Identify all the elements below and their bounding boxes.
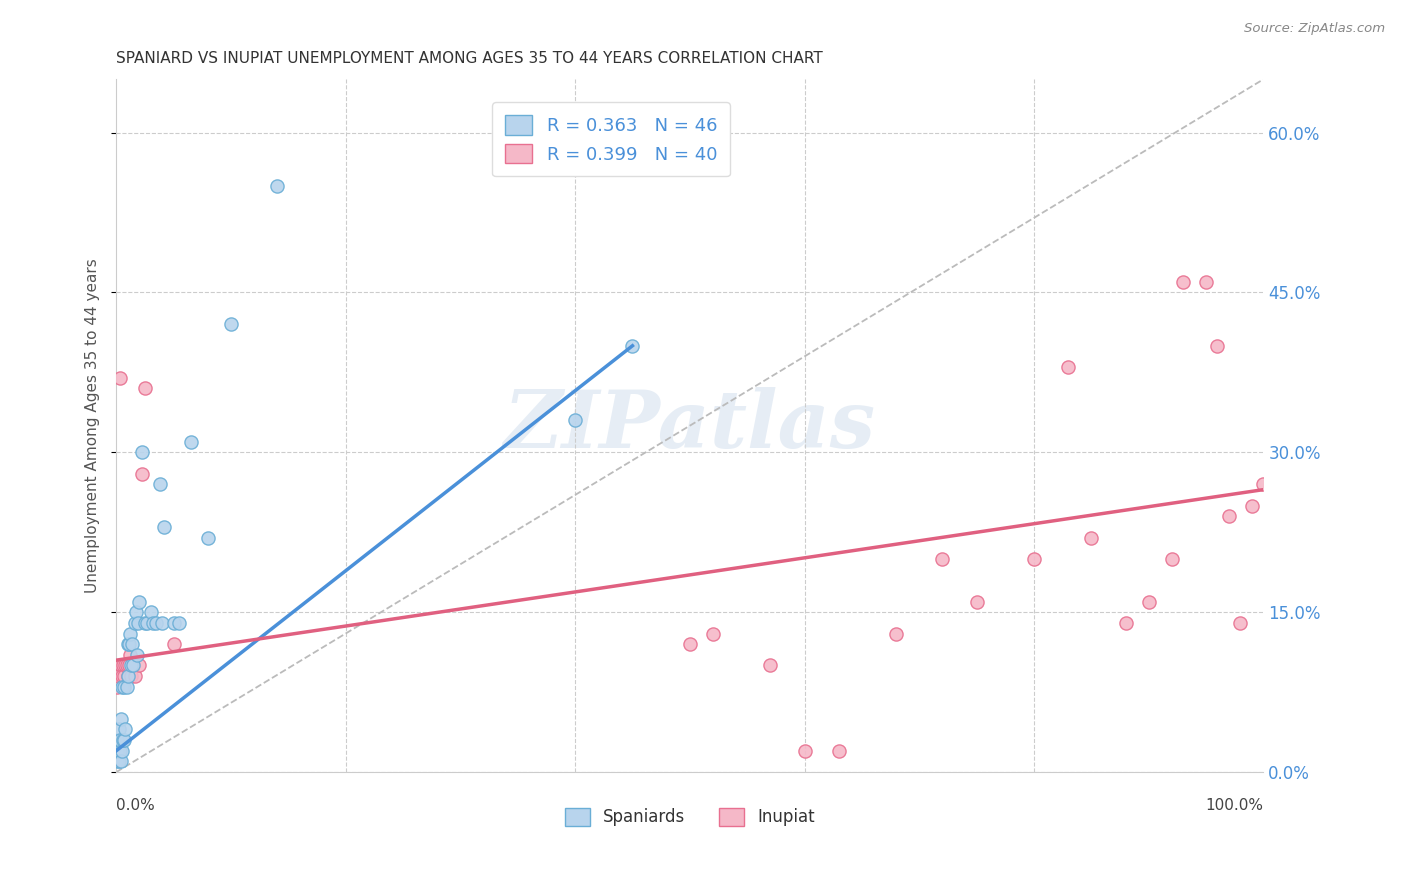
Point <box>966 594 988 608</box>
Point <box>107 744 129 758</box>
Point <box>112 658 135 673</box>
Point <box>108 733 131 747</box>
Point <box>162 637 184 651</box>
Point <box>112 733 135 747</box>
Point <box>1253 477 1275 491</box>
Point <box>1080 531 1102 545</box>
Legend: Spaniards, Inupiat: Spaniards, Inupiat <box>558 801 821 833</box>
Point <box>122 658 145 673</box>
Point <box>564 413 586 427</box>
Point <box>112 669 135 683</box>
Point <box>1022 552 1045 566</box>
Point <box>153 520 176 534</box>
Point <box>125 648 148 662</box>
Point <box>621 339 644 353</box>
Point <box>118 648 141 662</box>
Point <box>112 680 135 694</box>
Point <box>931 552 953 566</box>
Y-axis label: Unemployment Among Ages 35 to 44 years: Unemployment Among Ages 35 to 44 years <box>86 259 100 593</box>
Point <box>118 658 141 673</box>
Point <box>111 680 134 694</box>
Point <box>117 637 139 651</box>
Point <box>1218 509 1240 524</box>
Point <box>884 626 907 640</box>
Point <box>111 669 134 683</box>
Point <box>219 318 242 332</box>
Point <box>1057 360 1080 375</box>
Point <box>169 615 191 630</box>
Point <box>118 626 141 640</box>
Point <box>1171 275 1194 289</box>
Point <box>120 658 142 673</box>
Point <box>107 733 129 747</box>
Point <box>266 178 288 193</box>
Point <box>111 744 134 758</box>
Point <box>124 615 146 630</box>
Point <box>1160 552 1182 566</box>
Point <box>128 594 150 608</box>
Point <box>828 744 851 758</box>
Point <box>107 669 129 683</box>
Point <box>121 637 143 651</box>
Point <box>112 733 135 747</box>
Point <box>1240 499 1263 513</box>
Point <box>134 381 156 395</box>
Point <box>107 723 129 737</box>
Point <box>131 445 153 459</box>
Point <box>180 434 202 449</box>
Point <box>114 658 136 673</box>
Text: Source: ZipAtlas.com: Source: ZipAtlas.com <box>1244 22 1385 36</box>
Point <box>107 755 129 769</box>
Point <box>125 605 148 619</box>
Point <box>149 477 172 491</box>
Point <box>136 615 159 630</box>
Point <box>1115 615 1137 630</box>
Text: 0.0%: 0.0% <box>117 798 155 814</box>
Point <box>128 658 150 673</box>
Point <box>118 637 141 651</box>
Point <box>107 755 129 769</box>
Point <box>117 669 139 683</box>
Point <box>702 626 724 640</box>
Text: SPANIARD VS INUPIAT UNEMPLOYMENT AMONG AGES 35 TO 44 YEARS CORRELATION CHART: SPANIARD VS INUPIAT UNEMPLOYMENT AMONG A… <box>117 51 823 66</box>
Point <box>108 744 131 758</box>
Point <box>107 680 129 694</box>
Point <box>117 669 139 683</box>
Point <box>110 658 132 673</box>
Text: ZIPatlas: ZIPatlas <box>503 387 876 465</box>
Point <box>197 531 219 545</box>
Point <box>139 605 162 619</box>
Point <box>115 680 138 694</box>
Point <box>115 658 138 673</box>
Point <box>679 637 702 651</box>
Point <box>110 755 132 769</box>
Point <box>759 658 782 673</box>
Point <box>142 615 165 630</box>
Point <box>162 615 184 630</box>
Point <box>107 744 129 758</box>
Point <box>108 370 131 384</box>
Point <box>120 669 142 683</box>
Point <box>114 723 136 737</box>
Point <box>127 615 149 630</box>
Point <box>1137 594 1160 608</box>
Point <box>793 744 815 758</box>
Point <box>134 615 156 630</box>
Text: 100.0%: 100.0% <box>1205 798 1264 814</box>
Point <box>110 712 132 726</box>
Point <box>124 669 146 683</box>
Point <box>122 658 145 673</box>
Point <box>150 615 173 630</box>
Point <box>131 467 153 481</box>
Point <box>1206 339 1229 353</box>
Point <box>145 615 167 630</box>
Point <box>1229 615 1251 630</box>
Point <box>1195 275 1218 289</box>
